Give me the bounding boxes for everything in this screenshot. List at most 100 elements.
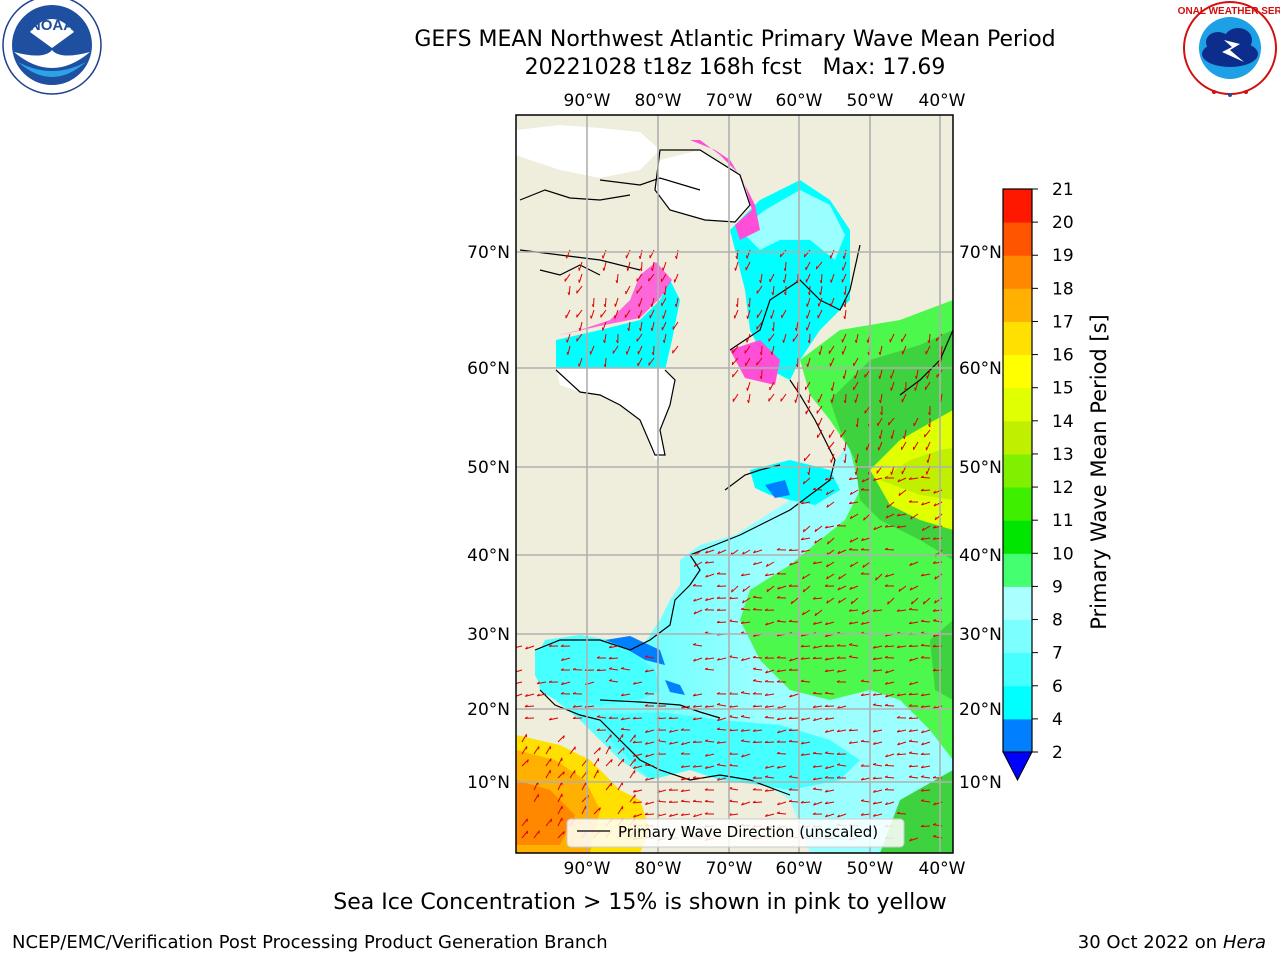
- wave-arrow: [884, 764, 895, 767]
- wave-arrow: [849, 585, 859, 590]
- wave-arrowhead: [716, 727, 720, 730]
- wave-arrow: [637, 357, 643, 367]
- wave-arrowhead: [890, 375, 892, 379]
- wave-arrow: [628, 321, 631, 331]
- wave-arrowhead: [849, 563, 853, 568]
- wave-arrowhead: [873, 478, 876, 481]
- colorbar-tick-label: 6: [1052, 677, 1063, 697]
- wave-arrow: [890, 381, 895, 391]
- wave-arrowhead: [550, 818, 553, 822]
- wave-arrowhead: [885, 670, 888, 674]
- wave-arrow: [756, 357, 763, 366]
- wave-arrow: [849, 477, 859, 480]
- wave-arrow: [780, 249, 787, 258]
- wave-arrow: [848, 729, 859, 732]
- wave-arrowhead: [674, 303, 677, 307]
- wave-arrow: [825, 621, 835, 626]
- wave-arrowhead: [704, 739, 708, 742]
- wave-arrowhead: [825, 814, 828, 818]
- wave-arrow: [753, 561, 763, 566]
- gulf-of-mexico: [535, 640, 660, 705]
- wave-arrow: [742, 585, 751, 592]
- wave-arrow: [861, 609, 871, 615]
- wave-arrowhead: [830, 459, 832, 463]
- wave-arrowhead: [716, 657, 720, 661]
- wave-arrowhead: [783, 268, 786, 272]
- wave-arrowhead: [920, 775, 925, 778]
- wave-arrow: [693, 609, 703, 615]
- wave-arrow: [565, 309, 571, 319]
- wave-arrow: [909, 776, 919, 779]
- wave-arrowhead: [812, 621, 816, 625]
- wave-arrowhead: [634, 734, 636, 738]
- wave-arrowhead: [848, 501, 852, 505]
- wave-arrowhead: [662, 315, 664, 319]
- wave-arrow: [669, 813, 679, 817]
- wave-arrow: [614, 297, 619, 307]
- lat-labels-left: 70°N 60°N 50°N 40°N 30°N 20°N 10°N: [467, 243, 510, 793]
- wave-arrowhead: [886, 504, 889, 508]
- wave-arrow: [805, 405, 811, 415]
- wave-arrow: [557, 757, 563, 767]
- wave-arrow: [717, 657, 727, 661]
- wave-arrowhead: [608, 645, 612, 649]
- wave-arrow: [705, 705, 715, 708]
- wave-arrowhead: [632, 681, 636, 685]
- wave-arrowhead: [926, 375, 928, 379]
- wave-arrowhead: [620, 693, 624, 697]
- wave-arrowhead: [814, 612, 817, 616]
- wave-arrow: [818, 393, 823, 403]
- wave-arrowhead: [908, 751, 912, 754]
- svg-text:70°N: 70°N: [467, 243, 510, 263]
- wave-arrow: [788, 729, 799, 732]
- wave-arrow: [838, 573, 847, 580]
- wave-arrowhead: [548, 644, 552, 647]
- wave-arrowhead: [752, 704, 756, 708]
- wave-arrowhead: [788, 716, 792, 720]
- wave-arrowhead: [752, 692, 756, 695]
- graticule: [516, 115, 953, 853]
- wave-arrow: [913, 441, 919, 451]
- wave-arrow: [873, 789, 883, 793]
- wave-arrow: [855, 333, 859, 343]
- wave-arrow: [705, 657, 715, 660]
- wave-arrowhead: [788, 739, 792, 742]
- wave-arrowhead: [680, 777, 684, 781]
- wave-arrow: [624, 309, 631, 318]
- wave-arrowhead: [704, 657, 708, 660]
- svg-text:60°W: 60°W: [776, 859, 823, 879]
- wave-arrow: [605, 745, 611, 755]
- wave-arrowhead: [620, 717, 624, 721]
- wave-arrow: [924, 429, 931, 438]
- wave-arrowhead: [812, 705, 816, 708]
- wave-arrow: [927, 453, 931, 463]
- wave-arrow: [669, 741, 679, 745]
- wave-arrowhead: [909, 838, 912, 842]
- wave-arrow: [776, 753, 787, 755]
- wave-arrow: [825, 729, 835, 733]
- wave-arrowhead: [644, 777, 648, 781]
- wave-arrow: [901, 441, 907, 451]
- wave-arrowhead: [572, 691, 576, 695]
- wave-arrow: [705, 740, 715, 743]
- wave-arrow: [632, 801, 643, 804]
- wave-arrow: [705, 597, 715, 601]
- wave-arrow: [825, 789, 835, 793]
- colorbar-bin: [1003, 652, 1032, 687]
- wave-arrow: [629, 770, 636, 779]
- nws-logo: NATIONAL WEATHER SERVICE: [1178, 1, 1280, 97]
- wave-arrow: [884, 776, 895, 779]
- wave-arrowhead: [933, 490, 936, 494]
- wave-arrowhead: [884, 584, 888, 587]
- wave-arrow: [805, 261, 811, 271]
- wave-arrowhead: [771, 328, 774, 332]
- wave-arrow: [605, 759, 613, 767]
- svg-text:50°N: 50°N: [467, 458, 510, 478]
- wave-arrowhead: [897, 479, 901, 483]
- wave-arrowhead: [884, 547, 888, 550]
- wave-arrow: [861, 693, 871, 697]
- wave-arrow: [861, 537, 871, 542]
- wave-arrow: [864, 405, 871, 414]
- wave-arrow: [645, 801, 655, 805]
- wave-arrowhead: [896, 513, 900, 517]
